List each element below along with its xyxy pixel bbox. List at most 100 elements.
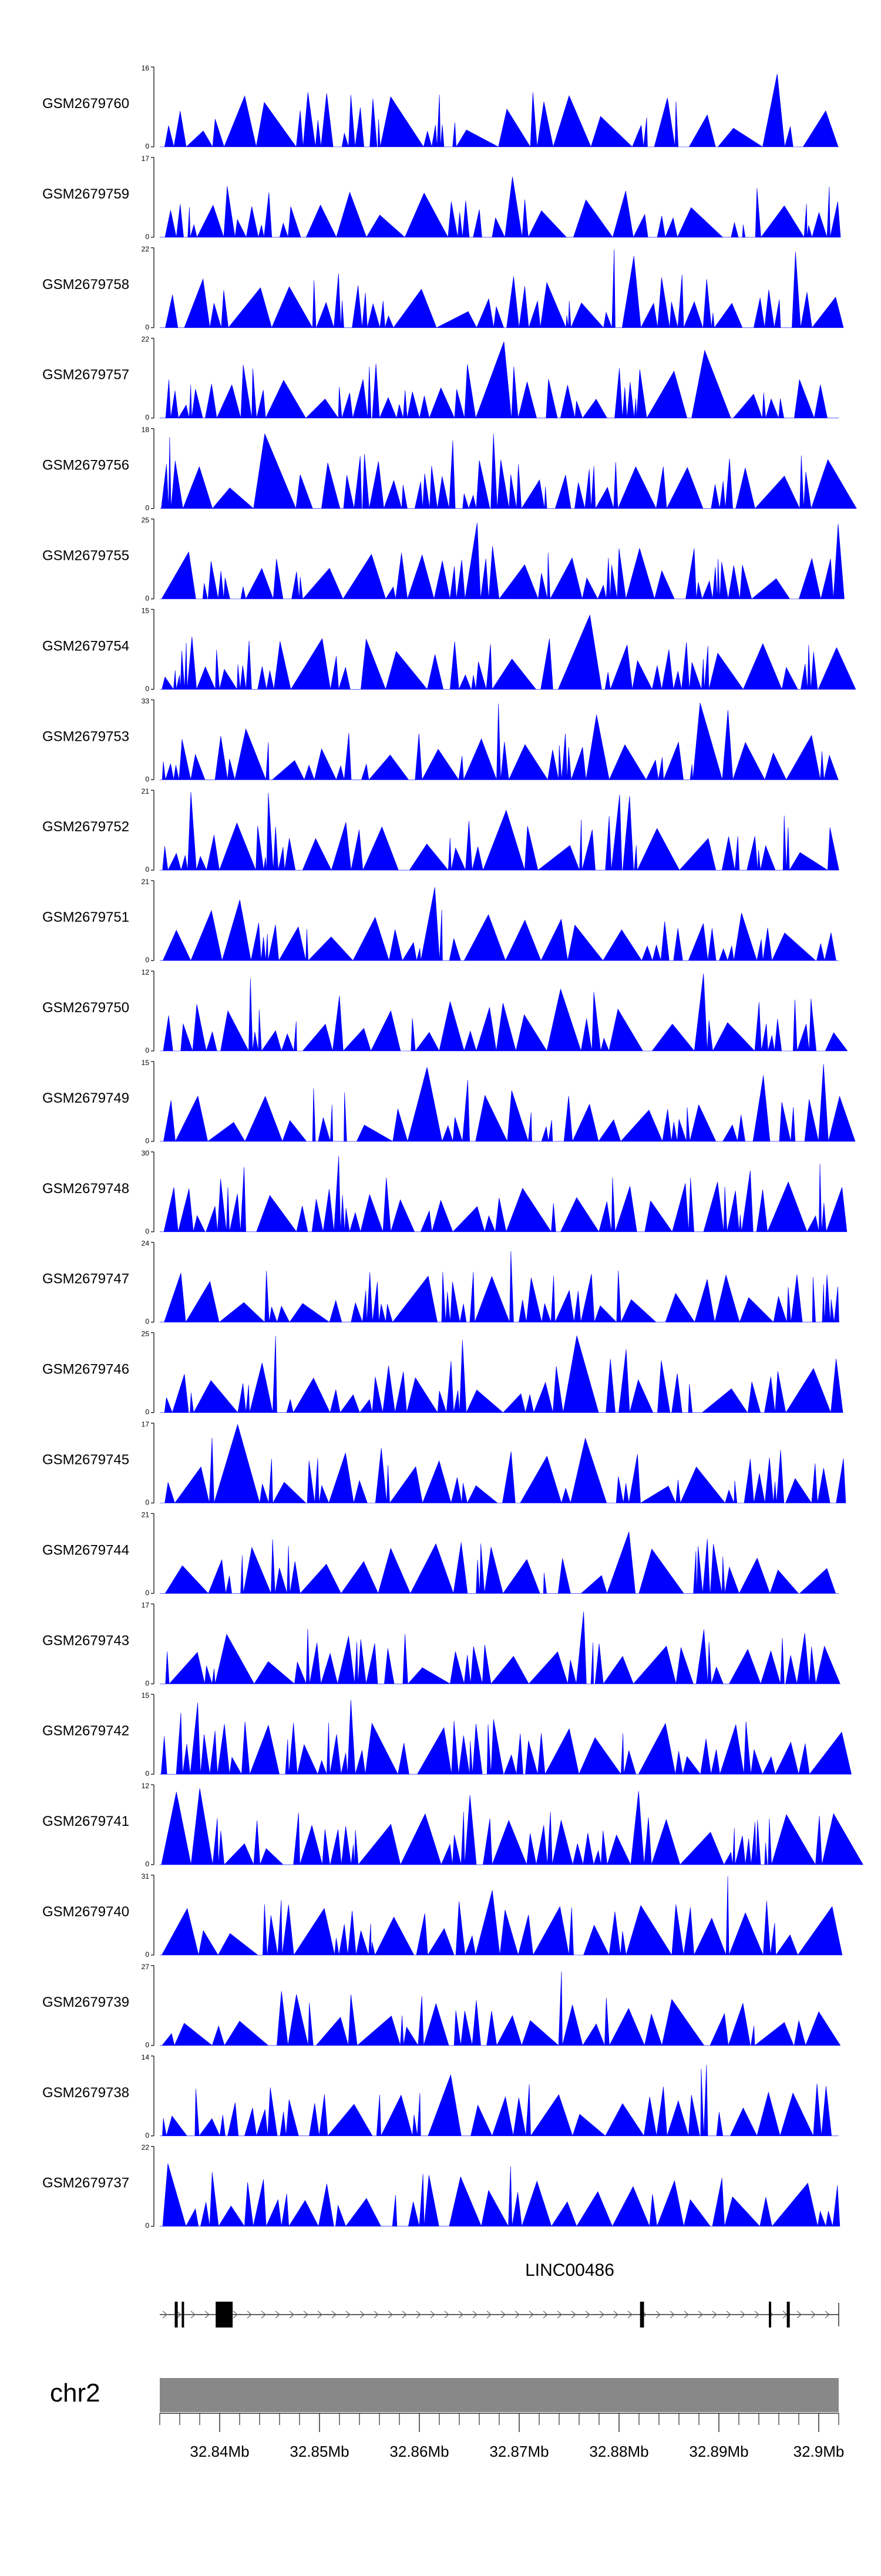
gene-exon bbox=[181, 2302, 184, 2328]
track-ymin-label: 0 bbox=[145, 775, 149, 783]
track-label: GSM2679738 bbox=[42, 2085, 129, 2101]
coverage-area bbox=[160, 74, 839, 147]
track-ymin-label: 0 bbox=[145, 2041, 149, 2049]
track-ymin-label: 0 bbox=[145, 1860, 149, 1868]
coverage-area bbox=[160, 2164, 840, 2226]
genome-tick-label: 32.86Mb bbox=[389, 2443, 449, 2460]
track-label: GSM2679743 bbox=[42, 1633, 129, 1648]
gene-exon bbox=[175, 2302, 178, 2328]
track-ymax-label: 12 bbox=[142, 968, 150, 976]
track-ymin-label: 0 bbox=[145, 233, 149, 241]
track-ymax-label: 12 bbox=[142, 1782, 150, 1790]
track-ymin-label: 0 bbox=[145, 1679, 149, 1687]
track-ymin-label: 0 bbox=[145, 956, 149, 964]
track-ymax-label: 15 bbox=[142, 1059, 150, 1067]
track-label: GSM2679748 bbox=[42, 1181, 129, 1197]
track-ymax-label: 22 bbox=[142, 335, 150, 344]
chromosome-label: chr2 bbox=[50, 2379, 100, 2407]
track-label: GSM2679756 bbox=[42, 458, 129, 473]
track-ymin-label: 0 bbox=[145, 1318, 149, 1326]
coverage-area bbox=[160, 2065, 839, 2136]
track-label: GSM2679753 bbox=[42, 728, 129, 744]
track-ymin-label: 0 bbox=[145, 684, 149, 693]
gene-exon bbox=[787, 2302, 790, 2328]
coverage-area bbox=[160, 703, 839, 780]
track-ymax-label: 27 bbox=[142, 1963, 150, 1971]
genome-tick-label: 32.9Mb bbox=[793, 2443, 845, 2460]
gene-exon bbox=[640, 2302, 644, 2328]
track-ymin-label: 0 bbox=[145, 142, 149, 150]
coverage-area bbox=[160, 973, 848, 1051]
track-label: GSM2679747 bbox=[42, 1271, 129, 1287]
track-ymax-label: 17 bbox=[142, 1601, 150, 1609]
track-label: GSM2679758 bbox=[42, 277, 129, 293]
track-ymax-label: 33 bbox=[142, 697, 150, 705]
coverage-area bbox=[160, 1064, 855, 1141]
gene-exon bbox=[769, 2302, 771, 2328]
track-ymax-label: 16 bbox=[142, 64, 150, 72]
coverage-area bbox=[160, 887, 839, 960]
track-label: GSM2679746 bbox=[42, 1362, 129, 1378]
track-ymax-label: 15 bbox=[142, 1691, 150, 1700]
track-ymax-label: 30 bbox=[142, 1149, 150, 1157]
track-ymax-label: 22 bbox=[142, 245, 150, 253]
track-ymin-label: 0 bbox=[145, 504, 149, 512]
coverage-area bbox=[160, 1700, 852, 1774]
track-ymax-label: 21 bbox=[142, 1510, 150, 1519]
track-ymin-label: 0 bbox=[145, 2222, 149, 2230]
track-ymin-label: 0 bbox=[145, 414, 149, 422]
track-label: GSM2679741 bbox=[42, 1813, 129, 1829]
track-ymax-label: 18 bbox=[142, 426, 150, 434]
track-label: GSM2679755 bbox=[42, 548, 129, 564]
track-ymin-label: 0 bbox=[145, 1137, 149, 1145]
track-label: GSM2679749 bbox=[42, 1090, 129, 1106]
track-ymin-label: 0 bbox=[145, 1499, 149, 1507]
track-label: GSM2679759 bbox=[42, 186, 129, 202]
track-label: GSM2679752 bbox=[42, 819, 129, 835]
coverage-area bbox=[160, 792, 839, 870]
track-label: GSM2679754 bbox=[42, 638, 129, 654]
track-ymax-label: 31 bbox=[142, 1872, 150, 1880]
coverage-area bbox=[160, 1425, 846, 1503]
track-ymax-label: 25 bbox=[142, 1330, 150, 1338]
track-label: GSM2679750 bbox=[42, 1000, 129, 1016]
coverage-area bbox=[160, 1532, 839, 1593]
track-ymin-label: 0 bbox=[145, 595, 149, 603]
coverage-area bbox=[160, 177, 840, 237]
chromosome-ideogram bbox=[160, 2378, 839, 2412]
track-label: GSM2679757 bbox=[42, 367, 129, 383]
track-label: GSM2679742 bbox=[42, 1723, 129, 1739]
coverage-area bbox=[160, 1876, 842, 1955]
track-ymin-label: 0 bbox=[145, 323, 149, 331]
coverage-area bbox=[160, 250, 843, 328]
track-label: GSM2679760 bbox=[42, 96, 129, 112]
track-label: GSM2679751 bbox=[42, 909, 129, 925]
coverage-area bbox=[160, 1156, 847, 1232]
track-ymin-label: 0 bbox=[145, 1408, 149, 1416]
track-ymin-label: 0 bbox=[145, 1046, 149, 1054]
track-label: GSM2679740 bbox=[42, 1904, 129, 1920]
track-ymin-label: 0 bbox=[145, 1588, 149, 1597]
track-ymax-label: 25 bbox=[142, 516, 150, 525]
coverage-area bbox=[160, 1336, 843, 1413]
track-ymax-label: 17 bbox=[142, 155, 150, 163]
track-ymin-label: 0 bbox=[145, 1950, 149, 1959]
gene-exon bbox=[216, 2302, 233, 2328]
genome-tick-label: 32.84Mb bbox=[190, 2443, 249, 2460]
track-label: GSM2679745 bbox=[42, 1452, 129, 1468]
coverage-area bbox=[160, 1251, 839, 1322]
track-ymax-label: 21 bbox=[142, 878, 150, 886]
coverage-area bbox=[160, 434, 856, 508]
genome-tick-label: 32.87Mb bbox=[489, 2443, 549, 2460]
track-ymax-label: 24 bbox=[142, 1240, 150, 1248]
gene-name-label: LINC00486 bbox=[525, 2261, 614, 2280]
coverage-area bbox=[160, 342, 839, 418]
track-label: GSM2679739 bbox=[42, 1994, 129, 2010]
coverage-area bbox=[160, 523, 845, 599]
track-ymax-label: 17 bbox=[142, 1420, 150, 1429]
genome-tick-label: 32.88Mb bbox=[589, 2443, 648, 2460]
track-ymin-label: 0 bbox=[145, 1769, 149, 1778]
coverage-area bbox=[160, 1788, 863, 1865]
